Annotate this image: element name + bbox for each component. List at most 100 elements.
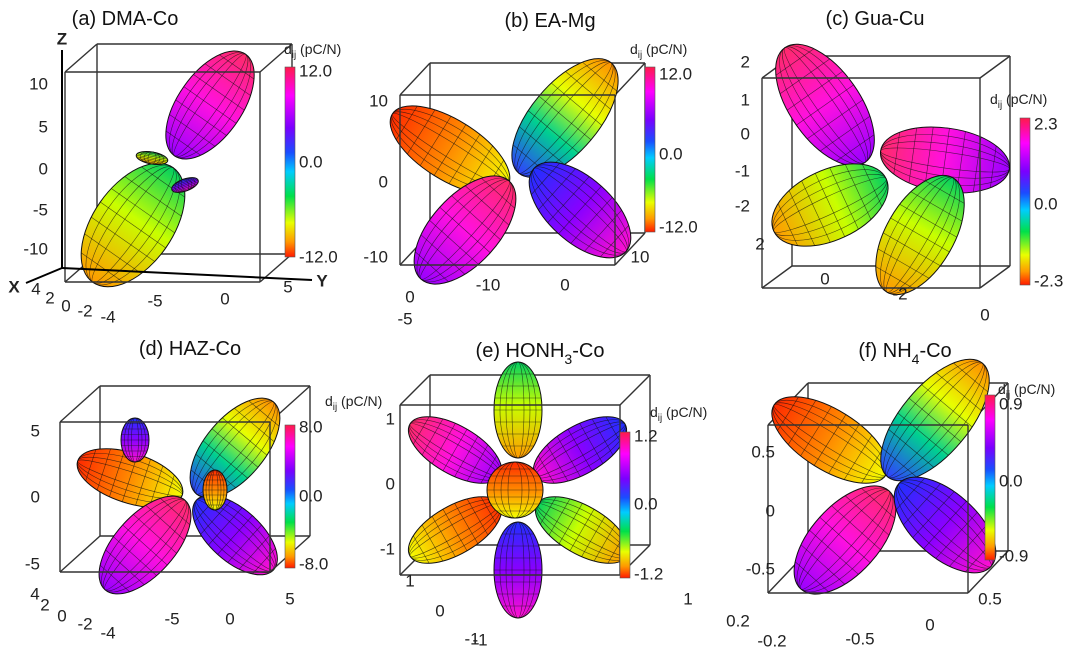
lobe-mesh <box>881 447 917 478</box>
panel-title: (d) HAZ-Co <box>139 338 241 360</box>
lobe-mesh <box>109 450 125 497</box>
z-tick-label: 0 <box>766 501 775 520</box>
box-edge <box>967 550 1009 594</box>
x-tick-label: -5 <box>397 309 412 328</box>
lobe-mesh <box>897 412 949 456</box>
lobe-mesh <box>234 408 275 442</box>
x-tick-label: 0 <box>820 269 829 288</box>
lobe-mesh <box>831 505 881 550</box>
lobe-mesh <box>433 124 467 176</box>
lobe-mesh <box>171 179 199 191</box>
panel <box>64 43 293 288</box>
lobe-mesh <box>239 535 270 570</box>
lobe-mesh <box>538 168 576 211</box>
lobe-mesh <box>777 203 798 246</box>
lobe-mesh <box>136 153 168 160</box>
lobe <box>407 416 503 484</box>
lobe <box>528 161 632 259</box>
colorbar-label-part: d <box>325 393 333 409</box>
colorbar-tick-label: 0.0 <box>1034 194 1058 213</box>
lobe-mesh <box>200 500 231 535</box>
box-edge <box>979 265 1011 289</box>
lobe <box>775 43 875 167</box>
colorbar-label-part: ij <box>638 50 642 61</box>
lobe-mesh <box>177 185 196 193</box>
lobe-mesh <box>421 418 444 456</box>
lobe-mesh <box>248 400 280 427</box>
lobe-mesh <box>843 435 873 480</box>
lobe-mesh <box>442 509 468 551</box>
lobe-mesh <box>174 183 198 193</box>
lobe <box>493 521 543 619</box>
lobe-mesh <box>809 530 859 575</box>
y-tick-label: -5 <box>164 609 179 628</box>
panel-title-part: (f) NH <box>858 340 911 362</box>
lobe <box>875 174 965 296</box>
lobe-mesh <box>890 217 950 253</box>
colorbar-tick-label: 1.2 <box>634 426 658 445</box>
lobe-mesh <box>466 498 489 536</box>
lobe-mesh <box>172 181 199 192</box>
lobe-mesh <box>137 158 166 164</box>
panel-title: (f) NH4-Co <box>858 340 951 366</box>
y-tick-label: -0.5 <box>845 629 874 648</box>
lobe-mesh <box>419 116 452 166</box>
lobe-mesh <box>204 63 251 96</box>
box-edge <box>614 232 646 266</box>
colorbar-label-part: (pC/N) <box>296 41 341 57</box>
lobe-mesh <box>174 177 193 185</box>
lobe-mesh <box>819 517 871 563</box>
lobe-mesh <box>845 164 872 220</box>
colorbar-tick-label: -1.2 <box>634 564 663 583</box>
panel <box>59 385 311 595</box>
lobe-mesh <box>828 423 860 474</box>
colorbar-tick-label: 12.0 <box>299 61 332 80</box>
panel-title: (c) Gua-Cu <box>826 8 925 30</box>
x-tick-label: 4 <box>30 584 39 603</box>
lobe-mesh <box>814 173 846 237</box>
colorbar-tick-label: 0.0 <box>999 471 1023 490</box>
lobe-mesh <box>875 266 915 290</box>
z-tick-label: -5 <box>25 554 40 573</box>
lobe-mesh <box>138 152 167 158</box>
lobe-mesh <box>820 116 871 152</box>
x-tick-label: -4 <box>100 623 115 642</box>
lobe-mesh <box>990 145 997 188</box>
z-tick-label: -0.5 <box>746 559 775 578</box>
colorbar-label-part: (pC/N) <box>662 404 707 420</box>
axis-arrow <box>61 267 313 281</box>
lobe-mesh <box>540 496 557 525</box>
lobe-mesh <box>91 216 155 262</box>
x-tick-label: 0 <box>61 296 70 315</box>
y-tick-label: 1 <box>683 589 692 608</box>
lobe-mesh <box>429 220 479 265</box>
lobe-mesh <box>807 99 863 140</box>
lobe <box>192 494 278 576</box>
lobe-mesh <box>538 455 555 484</box>
colorbar-label-part: d <box>630 41 638 57</box>
axis-label: Z <box>57 29 67 48</box>
lobe-mesh <box>105 549 145 585</box>
z-tick-label: 5 <box>31 421 40 440</box>
lobe-mesh <box>122 524 168 566</box>
lobe-mesh <box>414 251 449 283</box>
y-tick-label: 10 <box>631 247 650 266</box>
colorbar <box>619 431 631 579</box>
colorbar-label-part: d <box>650 404 658 420</box>
lobe-mesh <box>165 130 201 156</box>
axis-label: X <box>8 277 20 296</box>
lobe-mesh <box>546 444 569 482</box>
lobe-mesh <box>861 449 883 484</box>
colorbar-label-part: (pC/N) <box>642 41 687 57</box>
lobe-mesh <box>910 191 963 222</box>
lobe-mesh <box>451 195 501 240</box>
box-edge <box>399 374 431 406</box>
colorbar <box>1019 117 1031 286</box>
lobe-mesh <box>480 496 497 525</box>
y-tick-label: 0.5 <box>978 589 1002 608</box>
lobe-mesh <box>605 416 622 445</box>
lobe-mesh <box>113 536 157 576</box>
lobe-mesh <box>420 234 466 275</box>
lobe-mesh <box>779 58 830 94</box>
